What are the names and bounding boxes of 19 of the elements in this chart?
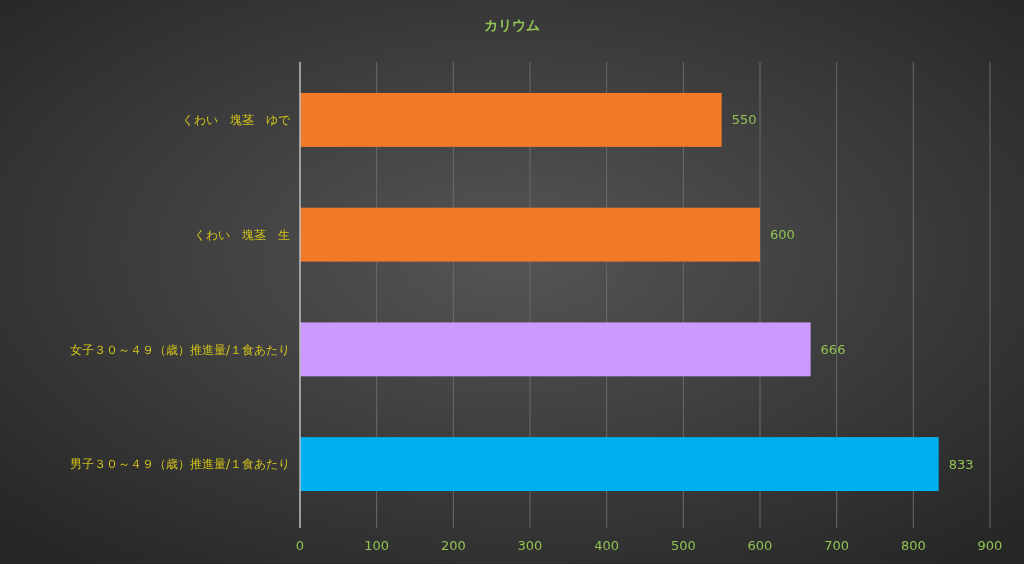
data-label: 600 [770,227,795,243]
x-tick-label: 800 [900,538,926,553]
x-tick-label: 900 [977,538,1003,553]
y-tick-label: くわい 塊茎 ゆで [182,113,291,128]
data-label: 666 [820,341,846,357]
data-label: 833 [948,456,974,472]
x-tick-label: 100 [364,538,390,553]
x-tick-label: 500 [670,538,696,553]
chart-title: カリウム [484,17,540,33]
data-label: 550 [731,112,757,128]
x-tick-label: 600 [747,538,773,553]
x-tick-label: 200 [440,538,466,553]
y-tick-label: くわい 塊茎 生 [194,227,290,242]
x-tick-label: 400 [594,538,620,553]
x-tick-label: 0 [295,538,305,553]
x-tick-label: 300 [517,538,543,553]
y-tick-label: 女子３０～４９（歳）推進量/１食あたり [69,342,290,357]
y-tick-label: 男子３０～４９（歳）推進量/１食あたり [69,457,290,472]
x-tick-label: 700 [824,538,850,553]
